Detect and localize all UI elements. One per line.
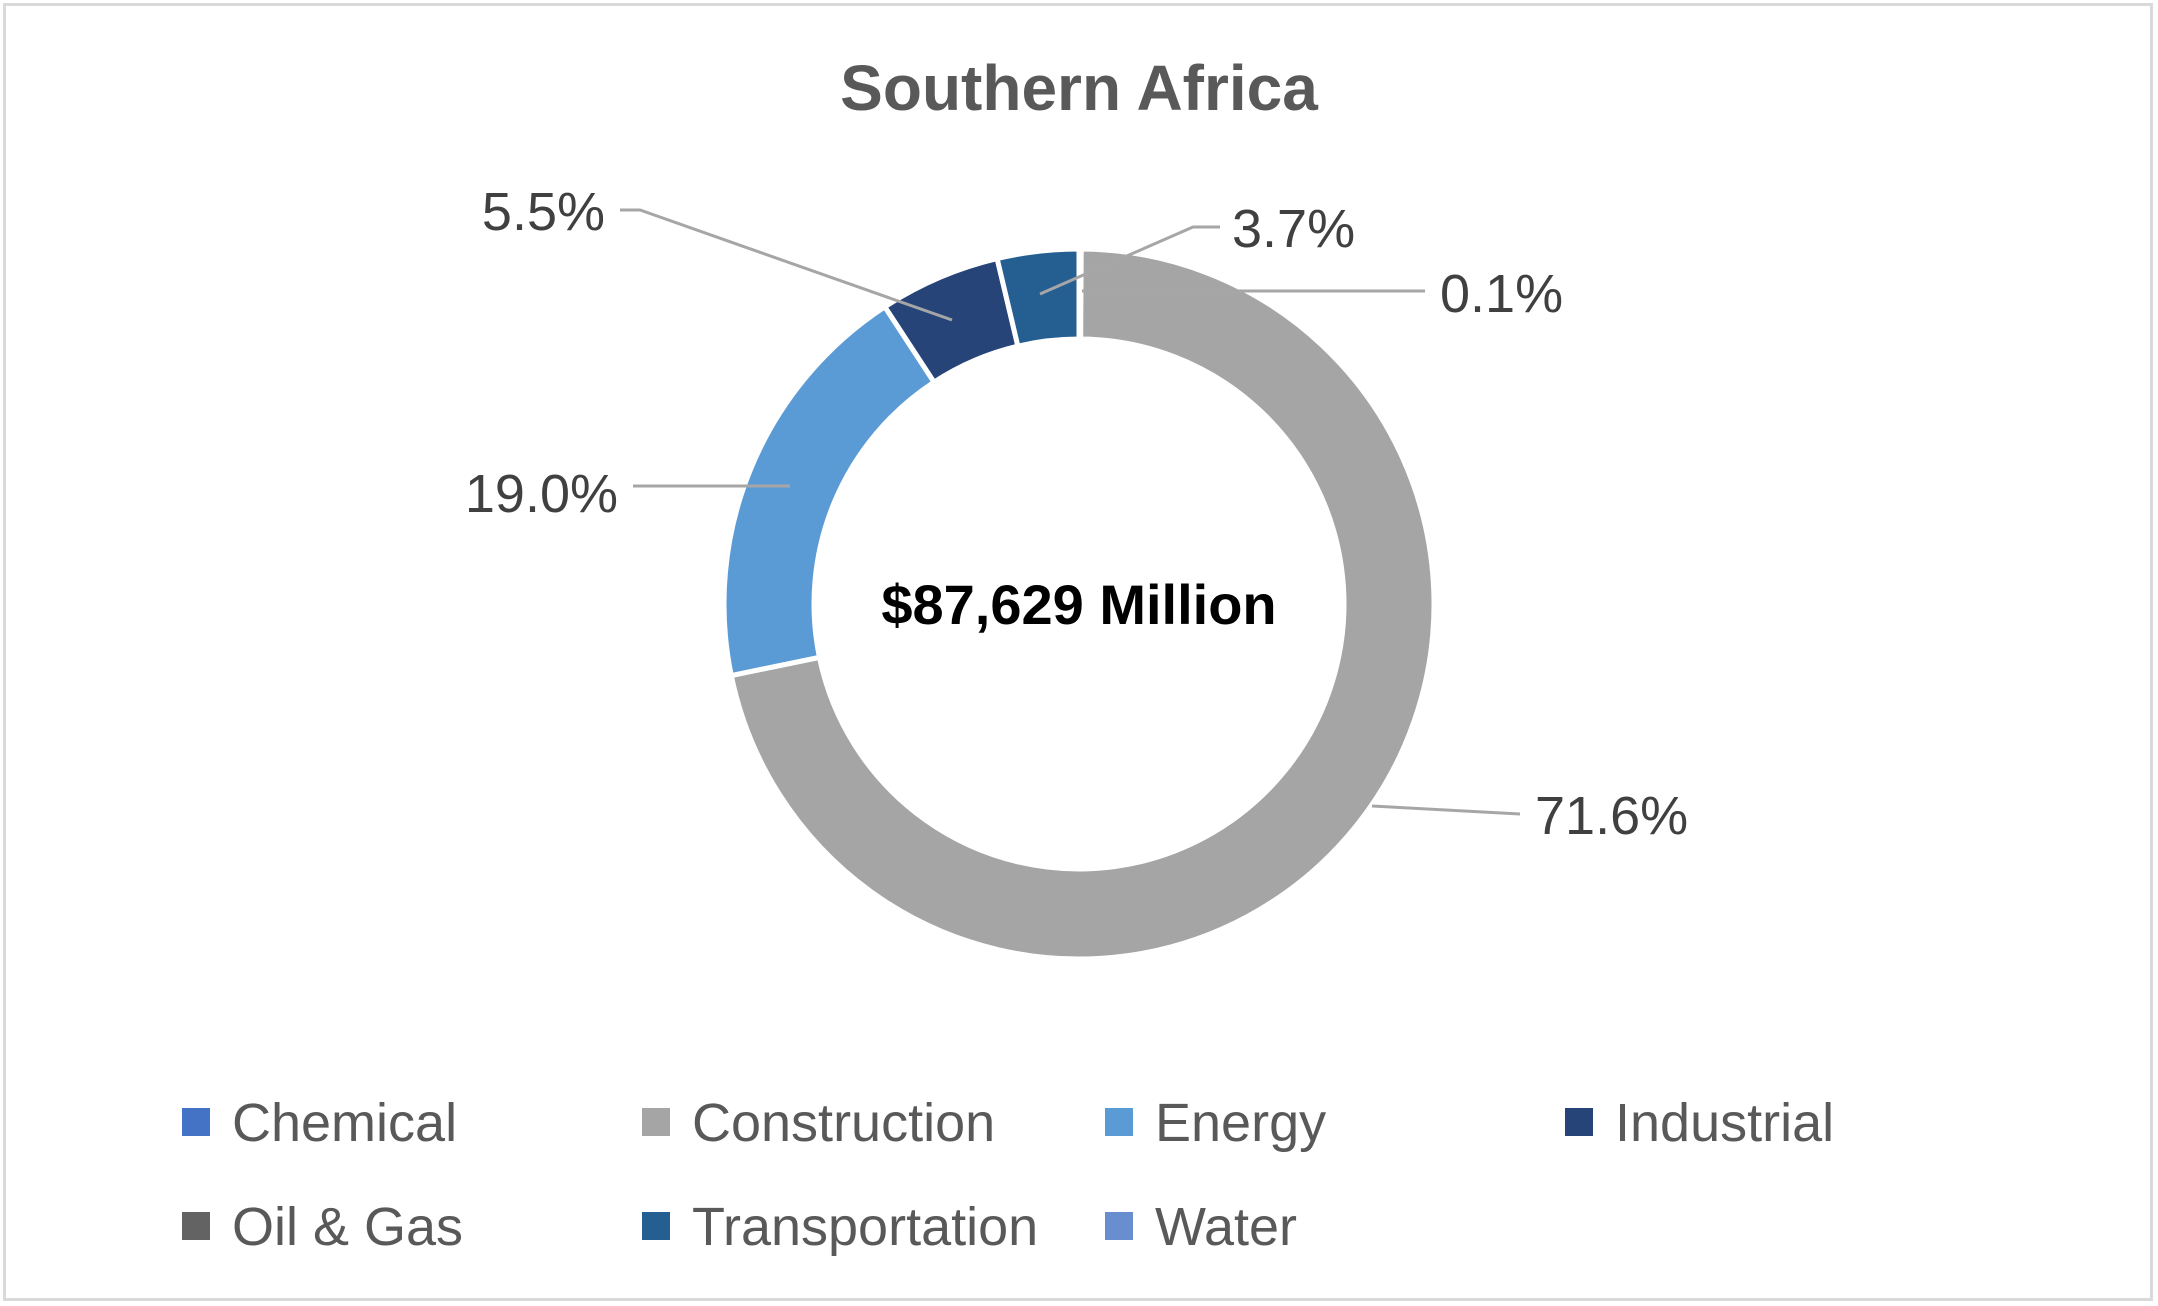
leader-lines-group (620, 208, 1521, 816)
data-label-energy: 19.0% (465, 464, 618, 524)
data-label-transportation: 3.7% (1232, 199, 1355, 259)
leader-line-transportation (1039, 225, 1220, 296)
legend-label-construction: Construction (692, 1093, 995, 1153)
legend-swatch-industrial (1565, 1108, 1593, 1136)
legend-swatch-oil-and-gas (182, 1212, 210, 1240)
data-labels-group: 0.1% 71.6% 19.0% 5.5% 3.7% (465, 182, 1688, 846)
legend-label-chemical: Chemical (232, 1093, 457, 1153)
leader-line-industrial (620, 208, 953, 322)
legend-label-energy: Energy (1155, 1093, 1326, 1153)
legend-swatch-transportation (642, 1212, 670, 1240)
chart-frame (3, 3, 2153, 1301)
legend-swatch-construction (642, 1108, 670, 1136)
legend-label-industrial: Industrial (1615, 1093, 1834, 1153)
chart-title: Southern Africa (840, 52, 1318, 124)
legend-label-oil-and-gas: Oil & Gas (232, 1197, 463, 1257)
data-label-chemical: 0.1% (1440, 264, 1563, 324)
center-total-label: $87,629 Million (881, 573, 1276, 636)
legend-label-transportation: Transportation (692, 1197, 1038, 1257)
data-label-construction: 71.6% (1535, 786, 1688, 846)
slice-transportation (994, 246, 1082, 350)
legend-swatch-chemical (182, 1108, 210, 1136)
leader-line-construction (1371, 804, 1521, 816)
slice-construction (728, 246, 1437, 962)
legend: Chemical Construction Energy Industrial Oil … (182, 1093, 1834, 1257)
legend-swatch-energy (1105, 1108, 1133, 1136)
legend-label-water: Water (1155, 1197, 1297, 1257)
legend-swatch-water (1105, 1212, 1133, 1240)
data-label-industrial: 5.5% (482, 182, 605, 242)
